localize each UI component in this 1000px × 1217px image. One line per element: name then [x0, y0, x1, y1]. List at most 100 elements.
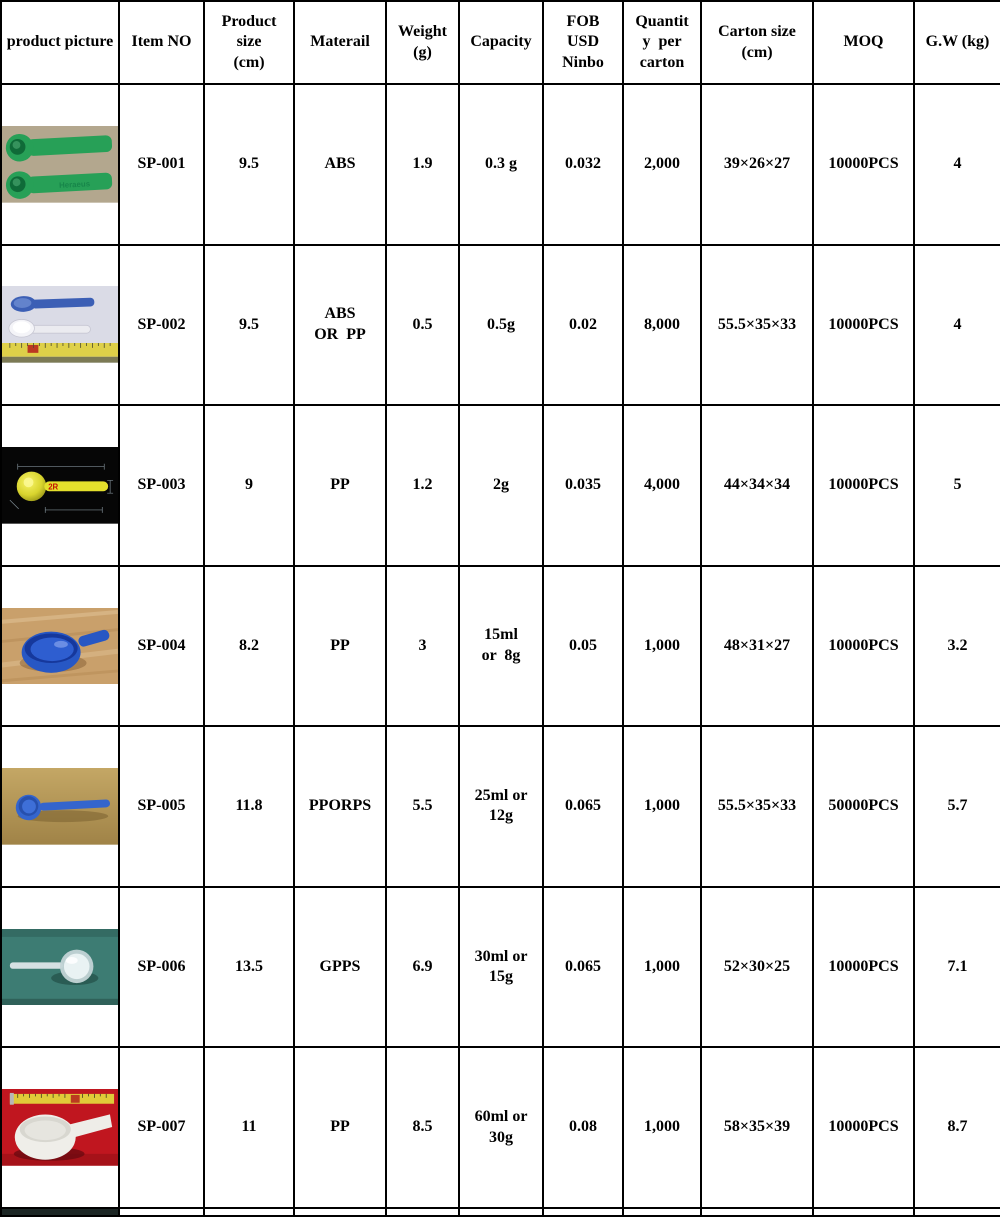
header-row: product picture Item NO Product size (cm… — [0, 0, 1000, 85]
header-moq: MOQ — [812, 0, 915, 85]
table-row: 2R SP-003 9 PP 1.2 2g 0.035 4,000 44×34×… — [0, 404, 1000, 567]
cell-moq: 10000PCS — [812, 1046, 915, 1209]
cell-carton-size: 48×31×27 — [700, 564, 814, 728]
photo-annotation-text: 2R — [48, 482, 58, 491]
cell-material: ABS — [293, 83, 387, 246]
cell-item-no: SP-002 — [118, 243, 205, 407]
cell-capacity: 30ml or 15g — [458, 885, 544, 1049]
cell-fob: 0.08 — [542, 1046, 624, 1209]
header-product-picture: product picture — [0, 0, 120, 85]
cell-capacity: 60ml or 30g — [458, 1046, 544, 1209]
cell-carton-size: 55.5×35×33 — [700, 725, 814, 888]
cell-weight: 1.2 — [385, 404, 460, 567]
cell-carton-size: 55.5×35×33 — [700, 243, 814, 407]
cell-moq: 10000PCS — [812, 243, 915, 407]
cell-qty: 1,000 — [622, 725, 702, 888]
cell-weight: 1.9 — [385, 83, 460, 246]
cell-fob: 0.032 — [542, 83, 624, 246]
table-row: SP-007 11 PP 8.5 60ml or 30g 0.08 1,000 … — [0, 1046, 1000, 1209]
cell-product-size: 13.5 — [203, 885, 295, 1049]
cell-qty: 1,000 — [622, 885, 702, 1049]
cell-gw: 7.1 — [913, 885, 1000, 1049]
cell-material: PP — [293, 564, 387, 728]
header-weight: Weight (g) — [385, 0, 460, 85]
cell-item-no: SP-005 — [118, 725, 205, 888]
product-photo-sp-001: Heraeus — [3, 125, 117, 203]
cell-material: PP — [293, 404, 387, 567]
cell-qty: 4,000 — [622, 404, 702, 567]
cell-material: ABS OR PP — [293, 243, 387, 407]
cell-fob: 0.05 — [542, 564, 624, 728]
cell-gw: 4 — [913, 83, 1000, 246]
cell-product-photo — [0, 725, 120, 888]
cell-weight: 8.5 — [385, 1046, 460, 1209]
product-photo-sp-002 — [3, 286, 117, 364]
cell-product-size: 9.5 — [203, 83, 295, 246]
header-carton-size: Carton size (cm) — [700, 0, 814, 85]
cell-gw: 5.7 — [913, 725, 1000, 888]
cell-product-photo: Heraeus — [0, 83, 120, 246]
product-photo-sp-004 — [3, 607, 117, 685]
header-item-no: Item NO — [118, 0, 205, 85]
cell-product-size: 11.8 — [203, 725, 295, 888]
cell-weight: 5.5 — [385, 725, 460, 888]
cell-product-size: 8.2 — [203, 564, 295, 728]
cell-product-photo: 2R — [0, 404, 120, 567]
cell-carton-size: 52×30×25 — [700, 885, 814, 1049]
cell-moq: 50000PCS — [812, 725, 915, 888]
table-row: SP-004 8.2 PP 3 15ml or 8g 0.05 1,000 48… — [0, 564, 1000, 728]
cell-carton-size: 58×35×39 — [700, 1046, 814, 1209]
cell-product-photo — [0, 885, 120, 1049]
product-photo-sp-005 — [3, 768, 117, 845]
cell-product-size: 9.5 — [203, 243, 295, 407]
photo-embossed-text: Heraeus — [59, 179, 91, 190]
cell-material: PPORPS — [293, 725, 387, 888]
product-photo-sp-007 — [3, 1089, 117, 1166]
cell-material: PP — [293, 1046, 387, 1209]
header-capacity: Capacity — [458, 0, 544, 85]
header-qty-per-carton: Quantit y per carton — [622, 0, 702, 85]
cell-fob: 0.035 — [542, 404, 624, 567]
cell-gw: 8.7 — [913, 1046, 1000, 1209]
table-row: Heraeus SP-001 9.5 ABS 1.9 0.3 g 0.032 2… — [0, 83, 1000, 246]
cell-fob: 0.02 — [542, 243, 624, 407]
cell-product-photo — [0, 564, 120, 728]
cell-item-no: SP-006 — [118, 885, 205, 1049]
cell-capacity: 0.3 g — [458, 83, 544, 246]
cell-weight: 0.5 — [385, 243, 460, 407]
cell-fob: 0.065 — [542, 885, 624, 1049]
cell-moq: 10000PCS — [812, 83, 915, 246]
cell-qty: 2,000 — [622, 83, 702, 246]
cell-item-no: SP-003 — [118, 404, 205, 567]
cell-capacity: 25ml or 12g — [458, 725, 544, 888]
cell-carton-size: 39×26×27 — [700, 83, 814, 246]
product-photo-sp-003: 2R — [3, 447, 117, 524]
cell-moq: 10000PCS — [812, 564, 915, 728]
cell-carton-size: 44×34×34 — [700, 404, 814, 567]
cell-product-size: 9 — [203, 404, 295, 567]
cell-qty: 1,000 — [622, 1046, 702, 1209]
cell-product-photo — [0, 1046, 120, 1209]
header-product-size: Product size (cm) — [203, 0, 295, 85]
cell-gw: 5 — [913, 404, 1000, 567]
cell-weight: 3 — [385, 564, 460, 728]
header-material: Materail — [293, 0, 387, 85]
table-row: SP-005 11.8 PPORPS 5.5 25ml or 12g 0.065… — [0, 725, 1000, 888]
cell-weight: 6.9 — [385, 885, 460, 1049]
partial-next-row — [0, 1206, 1000, 1217]
table-row: SP-002 9.5 ABS OR PP 0.5 0.5g 0.02 8,000… — [0, 243, 1000, 407]
cell-moq: 10000PCS — [812, 885, 915, 1049]
cell-gw: 4 — [913, 243, 1000, 407]
cell-capacity: 2g — [458, 404, 544, 567]
cell-item-no: SP-007 — [118, 1046, 205, 1209]
header-gw: G.W (kg) — [913, 0, 1000, 85]
cell-capacity: 0.5g — [458, 243, 544, 407]
cell-product-photo — [0, 243, 120, 407]
cell-gw: 3.2 — [913, 564, 1000, 728]
product-photo-sp-006 — [3, 928, 117, 1006]
cell-product-size: 11 — [203, 1046, 295, 1209]
partial-next-photo — [0, 1206, 120, 1217]
cell-moq: 10000PCS — [812, 404, 915, 567]
table-row: SP-006 13.5 GPPS 6.9 30ml or 15g 0.065 1… — [0, 885, 1000, 1049]
